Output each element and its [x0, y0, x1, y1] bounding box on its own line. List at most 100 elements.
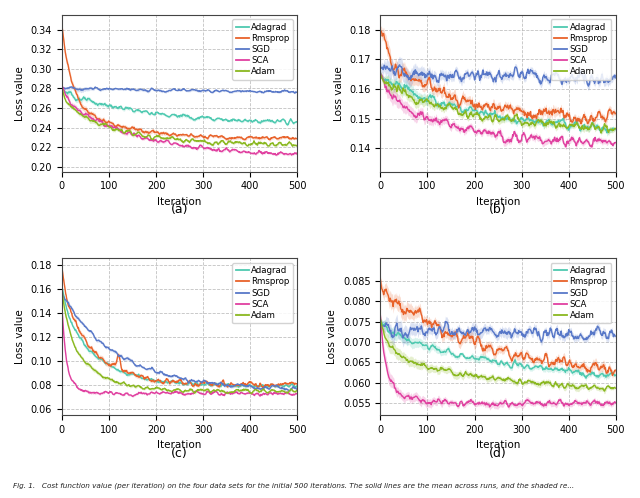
Adagrad	[488, 112, 496, 118]
Rmsprop	[171, 131, 179, 137]
SGD	[504, 73, 512, 79]
Rmsprop	[606, 107, 614, 113]
SCA	[198, 391, 206, 397]
SGD	[170, 86, 177, 92]
SGD	[293, 386, 301, 392]
SGD	[288, 385, 296, 391]
Adagrad	[606, 127, 614, 133]
Adagrad	[263, 384, 271, 390]
Adam	[251, 139, 259, 145]
SGD	[517, 70, 525, 76]
Text: (b): (b)	[489, 203, 507, 216]
SCA	[129, 393, 136, 399]
Text: (a): (a)	[171, 203, 188, 216]
Adagrad	[198, 114, 205, 120]
Line: Adagrad: Adagrad	[62, 286, 297, 387]
Adagrad	[251, 118, 259, 124]
Adagrad	[516, 361, 524, 367]
Adagrad	[488, 359, 496, 365]
Adam	[490, 118, 497, 124]
Adagrad	[171, 112, 179, 118]
SGD	[584, 83, 592, 89]
Adagrad	[490, 111, 497, 117]
Adam	[171, 136, 179, 142]
Line: Rmsprop: Rmsprop	[62, 268, 297, 388]
SCA	[606, 139, 614, 145]
Adam	[198, 138, 205, 144]
Adagrad	[251, 383, 259, 389]
Rmsprop	[504, 346, 511, 352]
Y-axis label: Loss value: Loss value	[15, 66, 25, 121]
Adam	[288, 386, 296, 392]
SGD	[286, 387, 294, 393]
Adam	[58, 286, 66, 292]
SCA	[198, 143, 205, 149]
Adagrad	[569, 370, 577, 375]
SGD	[396, 62, 404, 68]
Adagrad	[516, 116, 524, 122]
Adagrad	[293, 383, 301, 389]
Adam	[198, 386, 205, 392]
Line: SCA: SCA	[62, 306, 297, 396]
Adam	[293, 143, 301, 149]
SGD	[185, 88, 193, 94]
Adagrad	[569, 122, 577, 128]
Adam	[170, 135, 177, 141]
SCA	[251, 391, 259, 397]
SCA	[293, 391, 301, 397]
Line: Adam: Adam	[380, 320, 615, 391]
SCA	[288, 392, 296, 398]
Adam	[611, 125, 619, 131]
Adam	[287, 141, 295, 147]
SGD	[607, 330, 614, 336]
Adam	[490, 375, 497, 381]
Line: Rmsprop: Rmsprop	[380, 279, 615, 375]
SGD	[376, 323, 384, 329]
Adagrad	[288, 381, 296, 387]
Adagrad	[198, 381, 205, 387]
Line: SGD: SGD	[62, 292, 297, 390]
Rmsprop	[488, 346, 496, 352]
Rmsprop	[376, 27, 384, 33]
Adagrad	[582, 375, 590, 381]
SCA	[588, 144, 596, 150]
Adagrad	[504, 360, 511, 366]
Adagrad	[376, 70, 384, 76]
SGD	[198, 88, 205, 94]
SGD	[171, 373, 179, 378]
Rmsprop	[490, 351, 497, 357]
Line: Adam: Adam	[380, 74, 615, 133]
Rmsprop	[198, 133, 205, 139]
Adam	[516, 118, 524, 124]
SCA	[293, 150, 301, 156]
SCA	[251, 150, 259, 156]
Line: SGD: SGD	[380, 65, 615, 86]
Rmsprop	[170, 130, 177, 136]
Rmsprop	[266, 137, 274, 143]
Rmsprop	[288, 136, 296, 142]
Rmsprop	[260, 385, 268, 391]
Rmsprop	[611, 111, 619, 117]
SCA	[58, 83, 66, 89]
Line: SGD: SGD	[62, 87, 297, 93]
SCA	[569, 135, 577, 141]
Rmsprop	[293, 135, 301, 141]
Adagrad	[58, 283, 66, 289]
Line: SGD: SGD	[380, 321, 615, 342]
Adam	[600, 388, 608, 394]
Y-axis label: Loss value: Loss value	[333, 66, 344, 121]
SGD	[170, 373, 177, 378]
Rmsprop	[606, 364, 614, 370]
Adam	[171, 387, 179, 393]
Rmsprop	[293, 381, 301, 387]
SGD	[490, 330, 498, 336]
Adam	[569, 123, 577, 129]
Adagrad	[58, 84, 66, 90]
Adagrad	[171, 379, 179, 385]
SGD	[293, 89, 301, 95]
Legend: Adagrad, Rmsprop, SGD, SCA, Adam: Adagrad, Rmsprop, SGD, SCA, Adam	[550, 19, 611, 80]
Adam	[293, 387, 301, 393]
Adam	[606, 384, 614, 390]
SGD	[287, 89, 295, 95]
Adagrad	[185, 380, 193, 386]
